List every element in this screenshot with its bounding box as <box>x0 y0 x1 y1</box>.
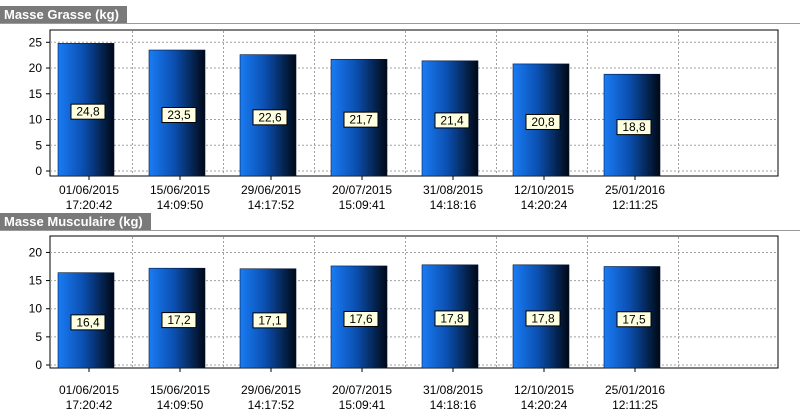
chart-header: Masse Grasse (kg) <box>0 6 800 24</box>
x-tick-label-time: 14:20:24 <box>521 198 568 212</box>
x-tick-label-time: 12:11:25 <box>612 398 658 412</box>
x-tick-label-time: 14:18:16 <box>430 198 477 212</box>
y-tick-label: 15 <box>29 274 43 288</box>
x-tick-label-date: 25/01/2016 <box>605 383 665 397</box>
y-tick-label: 20 <box>29 61 43 75</box>
data-label-box <box>343 310 379 327</box>
x-tick-label-time: 17:20:42 <box>66 198 113 212</box>
data-label: 18,8 <box>622 120 646 134</box>
y-tick-label: 10 <box>29 302 43 316</box>
y-tick-label: 0 <box>35 358 42 372</box>
chart-panel-masse-grasse: Masse Grasse (kg) 0 5 10 15 20 25 24,8 01/06/20… <box>0 6 800 212</box>
chart-panel-masse-musculaire: Masse Musculaire (kg) 0 5 10 15 20 16,4 01/06/… <box>0 213 800 417</box>
plot-frame <box>49 235 779 369</box>
x-tick-label-date: 12/10/2015 <box>514 183 574 197</box>
data-label-box <box>161 312 197 329</box>
x-tick-label-time: 15:09:41 <box>339 398 386 412</box>
y-tick-label: 20 <box>29 245 43 259</box>
x-tick-label-time: 12:11:25 <box>612 198 658 212</box>
data-label-box <box>525 310 561 327</box>
data-label-box <box>252 109 288 126</box>
chart-title: Masse Grasse (kg) <box>0 6 127 24</box>
y-tick-label: 10 <box>29 113 43 127</box>
data-label-box <box>252 312 288 329</box>
y-tick-label: 5 <box>35 138 42 152</box>
data-label: 17,6 <box>349 312 373 326</box>
x-tick-label-time: 15:09:41 <box>339 198 386 212</box>
data-label: 21,7 <box>349 113 373 127</box>
x-tick-label-time: 14:18:16 <box>430 398 477 412</box>
data-label-box <box>161 107 197 124</box>
x-tick-label-date: 12/10/2015 <box>514 383 574 397</box>
data-label: 17,5 <box>622 312 646 326</box>
x-tick-label-date: 20/07/2015 <box>332 183 392 197</box>
x-tick-label-time: 14:09:50 <box>157 198 204 212</box>
chart-title: Masse Musculaire (kg) <box>0 213 151 231</box>
x-tick-label-date: 29/06/2015 <box>241 183 301 197</box>
data-label-box <box>434 112 470 129</box>
data-label: 22,6 <box>258 110 282 124</box>
data-label: 16,4 <box>76 315 100 329</box>
data-label: 17,8 <box>440 311 464 325</box>
x-tick-label-date: 29/06/2015 <box>241 383 301 397</box>
header-divider <box>0 230 800 231</box>
data-label: 17,1 <box>258 313 282 327</box>
y-tick-label: 5 <box>35 330 42 344</box>
header-divider <box>0 23 800 24</box>
x-tick-label-date: 15/06/2015 <box>150 183 210 197</box>
data-label: 20,8 <box>531 115 555 129</box>
x-tick-label-time: 14:17:52 <box>248 198 295 212</box>
x-tick-label-date: 31/08/2015 <box>423 383 483 397</box>
data-label: 17,2 <box>167 313 191 327</box>
data-label-box <box>525 113 561 130</box>
data-label: 17,8 <box>531 311 555 325</box>
y-tick-label: 0 <box>35 164 42 178</box>
x-tick-label-date: 01/06/2015 <box>59 183 119 197</box>
plot-frame <box>49 29 779 177</box>
chart-header: Masse Musculaire (kg) <box>0 213 800 231</box>
data-label-box <box>70 103 106 120</box>
data-label-box <box>434 310 470 327</box>
x-tick-label-time: 14:20:24 <box>521 398 568 412</box>
x-tick-label-time: 14:09:50 <box>157 398 204 412</box>
data-label-box <box>343 111 379 128</box>
y-tick-label: 15 <box>29 87 43 101</box>
data-label: 24,8 <box>76 105 100 119</box>
y-tick-label: 25 <box>29 35 43 49</box>
x-tick-label-time: 14:17:52 <box>248 398 295 412</box>
x-tick-label-date: 01/06/2015 <box>59 383 119 397</box>
data-label-box <box>70 314 106 331</box>
x-tick-label-date: 25/01/2016 <box>605 183 665 197</box>
x-tick-label-date: 15/06/2015 <box>150 383 210 397</box>
x-tick-label-time: 17:20:42 <box>66 398 113 412</box>
data-label-box <box>616 311 652 328</box>
x-tick-label-date: 20/07/2015 <box>332 383 392 397</box>
data-label: 21,4 <box>440 113 464 127</box>
data-label-box <box>616 119 652 136</box>
data-label: 23,5 <box>167 108 191 122</box>
x-tick-label-date: 31/08/2015 <box>423 183 483 197</box>
